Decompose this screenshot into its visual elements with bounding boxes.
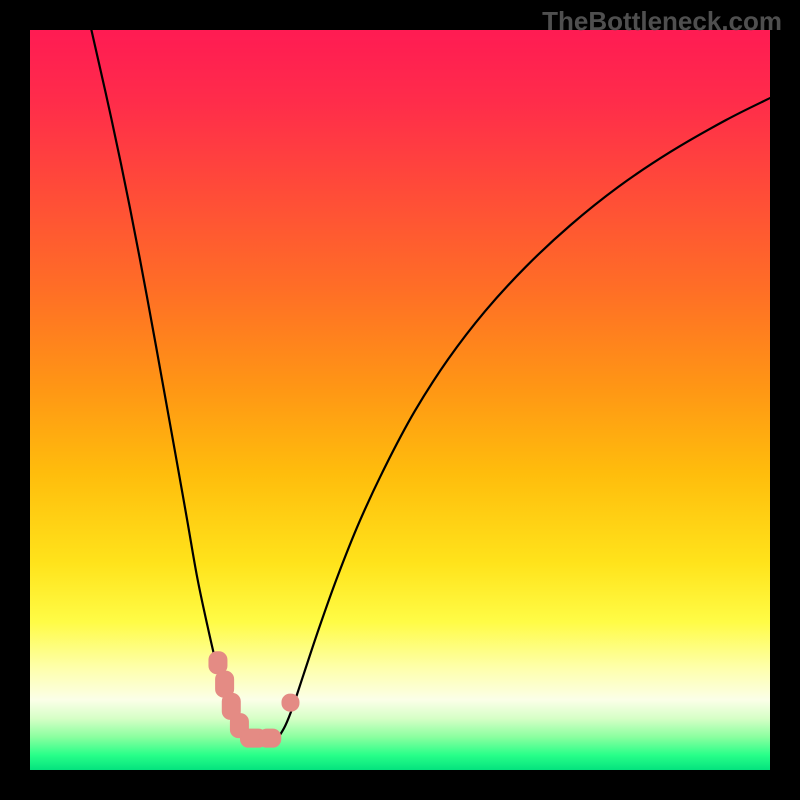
chart-stage: TheBottleneck.com <box>0 0 800 800</box>
badge-marker <box>259 729 281 747</box>
curve-overlay-svg <box>0 0 800 800</box>
badge-marker <box>209 652 227 674</box>
badge-marker <box>282 694 299 711</box>
bottleneck-curve <box>91 30 770 742</box>
watermark-text: TheBottleneck.com <box>542 6 782 37</box>
